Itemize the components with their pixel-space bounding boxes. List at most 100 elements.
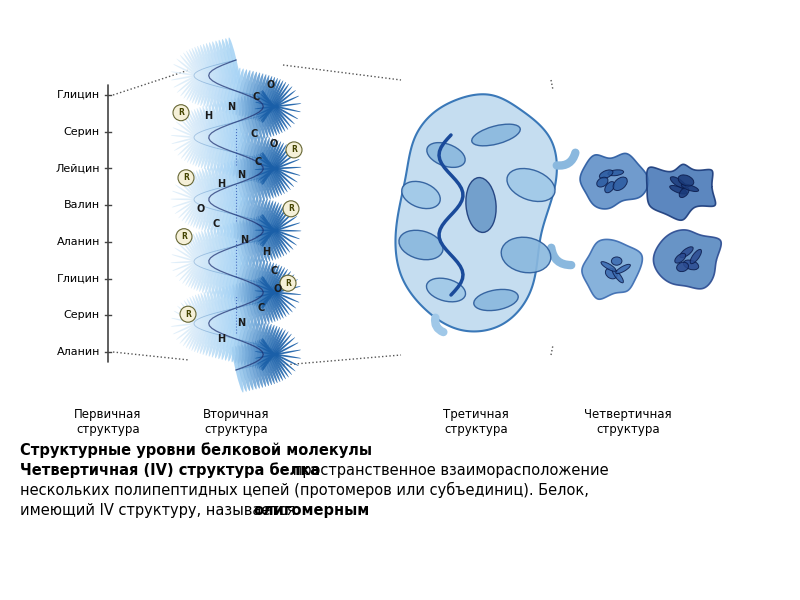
Ellipse shape — [262, 338, 289, 377]
Ellipse shape — [218, 102, 230, 148]
Ellipse shape — [249, 157, 262, 202]
Ellipse shape — [683, 260, 698, 270]
Ellipse shape — [262, 338, 283, 381]
Ellipse shape — [262, 205, 284, 247]
Ellipse shape — [247, 320, 259, 366]
Ellipse shape — [262, 266, 282, 308]
Ellipse shape — [259, 77, 275, 121]
Ellipse shape — [170, 321, 218, 326]
Ellipse shape — [190, 59, 210, 102]
Ellipse shape — [255, 286, 301, 298]
Ellipse shape — [170, 260, 218, 263]
Ellipse shape — [211, 250, 224, 295]
Ellipse shape — [229, 37, 240, 83]
Ellipse shape — [611, 257, 622, 265]
Text: имеющий IV структуру, называется: имеющий IV структуру, называется — [20, 503, 300, 518]
Ellipse shape — [677, 262, 689, 272]
Ellipse shape — [261, 202, 279, 246]
Ellipse shape — [243, 195, 255, 241]
Ellipse shape — [244, 96, 256, 142]
Ellipse shape — [204, 124, 218, 169]
Ellipse shape — [262, 327, 280, 370]
Text: O: O — [274, 284, 282, 295]
Ellipse shape — [262, 331, 289, 371]
Ellipse shape — [262, 91, 288, 130]
Ellipse shape — [242, 220, 254, 266]
Ellipse shape — [261, 334, 292, 370]
Ellipse shape — [262, 146, 290, 184]
Ellipse shape — [184, 121, 210, 161]
Ellipse shape — [202, 106, 217, 151]
Text: C: C — [250, 130, 258, 139]
Ellipse shape — [258, 216, 273, 260]
Ellipse shape — [223, 128, 234, 174]
Ellipse shape — [226, 286, 238, 332]
Circle shape — [283, 201, 299, 217]
Text: H: H — [217, 334, 225, 344]
Ellipse shape — [175, 185, 214, 211]
Ellipse shape — [250, 94, 262, 140]
Ellipse shape — [250, 280, 263, 326]
Ellipse shape — [198, 293, 214, 338]
Ellipse shape — [256, 154, 270, 199]
Text: Валин: Валин — [64, 200, 100, 210]
Ellipse shape — [193, 184, 211, 227]
Ellipse shape — [257, 92, 271, 137]
Ellipse shape — [472, 124, 520, 146]
Ellipse shape — [258, 278, 273, 323]
Text: R: R — [288, 204, 294, 213]
Ellipse shape — [191, 245, 210, 289]
Ellipse shape — [194, 60, 212, 104]
Ellipse shape — [230, 192, 242, 238]
Text: N: N — [237, 170, 245, 180]
Ellipse shape — [234, 160, 246, 206]
Ellipse shape — [217, 189, 229, 235]
Ellipse shape — [235, 346, 246, 392]
Ellipse shape — [178, 181, 212, 214]
Ellipse shape — [215, 41, 227, 86]
Ellipse shape — [258, 279, 298, 303]
Ellipse shape — [670, 185, 686, 194]
Ellipse shape — [182, 240, 210, 277]
Ellipse shape — [178, 306, 213, 337]
Ellipse shape — [241, 97, 253, 142]
Ellipse shape — [174, 66, 215, 88]
Ellipse shape — [254, 136, 267, 182]
Ellipse shape — [182, 246, 210, 284]
Ellipse shape — [255, 75, 270, 120]
Ellipse shape — [257, 324, 272, 369]
Ellipse shape — [233, 223, 245, 268]
Ellipse shape — [261, 140, 278, 184]
Ellipse shape — [214, 188, 226, 234]
Polygon shape — [580, 154, 649, 209]
Ellipse shape — [262, 338, 286, 379]
Ellipse shape — [234, 98, 246, 144]
Ellipse shape — [234, 317, 246, 363]
Ellipse shape — [237, 221, 248, 268]
Ellipse shape — [192, 296, 210, 340]
Ellipse shape — [193, 233, 210, 277]
Ellipse shape — [262, 91, 280, 134]
Ellipse shape — [196, 170, 212, 215]
Ellipse shape — [256, 284, 299, 302]
Ellipse shape — [427, 143, 465, 167]
Ellipse shape — [206, 106, 219, 151]
Ellipse shape — [233, 284, 244, 331]
Ellipse shape — [182, 178, 210, 215]
Ellipse shape — [239, 283, 250, 329]
Circle shape — [178, 170, 194, 186]
Ellipse shape — [255, 323, 269, 368]
Ellipse shape — [260, 216, 294, 250]
Ellipse shape — [206, 310, 219, 356]
Ellipse shape — [223, 225, 235, 271]
Ellipse shape — [202, 230, 216, 275]
Ellipse shape — [679, 187, 689, 197]
Text: Аланин: Аланин — [57, 237, 100, 247]
Ellipse shape — [235, 70, 247, 115]
Ellipse shape — [202, 169, 216, 214]
Text: R: R — [178, 108, 184, 117]
Ellipse shape — [183, 53, 210, 91]
Ellipse shape — [173, 315, 216, 334]
Ellipse shape — [246, 134, 258, 179]
Ellipse shape — [262, 79, 281, 122]
